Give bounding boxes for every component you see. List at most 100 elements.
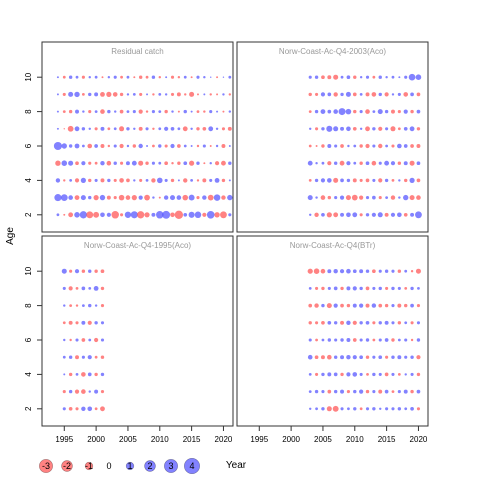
y-tick-label: 8 [24,109,33,114]
residual-bubble [391,321,395,325]
legend-label: 0 [106,461,111,471]
residual-bubble [390,212,396,217]
residual-bubble [82,110,85,113]
residual-bubble [359,178,363,182]
residual-bubble [68,372,73,377]
x-tick-label: 1995 [250,435,268,444]
residual-bubble [138,143,143,149]
residual-bubble [346,75,351,80]
legend-label: 1 [127,461,132,471]
residual-bubble [415,211,422,219]
residual-bubble [391,338,395,342]
residual-bubble [68,75,73,79]
residual-bubble [228,75,232,79]
residual-bubble [410,92,414,97]
legend-bubble [84,461,94,471]
residual-bubble [75,161,79,166]
residual-bubble [94,407,98,411]
residual-bubble [340,178,344,183]
residual-bubble [202,212,207,217]
legend-bubble [144,460,156,472]
residual-bubble [390,161,396,166]
residual-bubble [416,127,421,131]
residual-bubble [378,269,382,273]
residual-bubble [170,126,175,131]
residual-bubble [352,286,357,291]
legend-entry: 3 [164,459,178,473]
residual-bubble [56,93,59,96]
residual-bubble [68,144,73,148]
residual-bubble [333,355,338,359]
residual-bubble [410,406,414,411]
residual-bubble [359,93,363,96]
residual-bubble [133,76,136,79]
residual-bubble [326,125,333,132]
residual-bubble [352,92,357,97]
residual-bubble [145,110,149,113]
residual-bubble [359,127,363,130]
residual-bubble [69,179,73,182]
residual-bubble [351,194,358,201]
residual-bubble [202,178,207,183]
residual-bubble [340,92,344,97]
residual-bubble [183,178,188,183]
residual-bubble [62,92,66,96]
panel-1: Residual catch [41,41,234,233]
residual-bubble [100,126,105,131]
residual-bubble [74,91,80,98]
residual-bubble [164,144,168,148]
residual-bubble [137,211,145,219]
residual-bubble [372,144,376,148]
residual-bubble [228,145,231,147]
residual-bubble [221,178,226,183]
residual-bubble [158,93,162,96]
residual-bubble [203,162,206,165]
residual-bubble [120,161,124,165]
residual-bubble [227,126,232,131]
residual-bubble [332,405,339,412]
residual-bubble [99,194,106,201]
x-tick-label: 2015 [378,435,396,444]
residual-bubble [314,355,319,360]
residual-bubble [183,144,187,148]
residual-bubble [87,406,93,412]
residual-bubble [126,93,130,96]
residual-bubble [321,320,325,325]
residual-bubble [365,109,370,114]
panel-title: Norw-Coast-Ac-Q4-2003(Aco) [279,47,386,56]
residual-bubble [307,195,313,201]
residual-bubble [126,75,130,79]
residual-bubble [404,373,407,376]
residual-bubble [164,178,168,182]
residual-bubble [391,93,395,96]
residual-bubble [94,389,99,394]
residual-bubble [327,75,332,80]
residual-bubble [133,179,136,182]
residual-bubble [183,161,188,166]
residual-bubble [359,303,364,308]
residual-bubble [177,161,181,165]
residual-bubble [113,196,117,200]
x-tick-label: 2005 [314,435,332,444]
legend-bubble [164,459,178,473]
residual-bubble [75,287,79,290]
residual-bubble [183,212,188,217]
residual-bubble [81,372,86,377]
residual-bubble [391,269,395,273]
residual-bubble [88,390,91,393]
residual-bubble [415,74,422,80]
residual-bubble [81,320,86,325]
residual-bubble [366,373,369,376]
residual-bubble [55,160,61,166]
residual-bubble [100,338,105,342]
residual-bubble [365,389,370,394]
residual-bubble [151,161,155,165]
residual-bubble [203,93,206,96]
residual-bubble [339,269,345,274]
residual-bubble [119,178,124,183]
residual-bubble [403,144,408,148]
residual-bubble [228,110,232,113]
residual-bubble [352,303,357,308]
residual-bubble [62,110,66,113]
residual-bubble [315,162,318,165]
